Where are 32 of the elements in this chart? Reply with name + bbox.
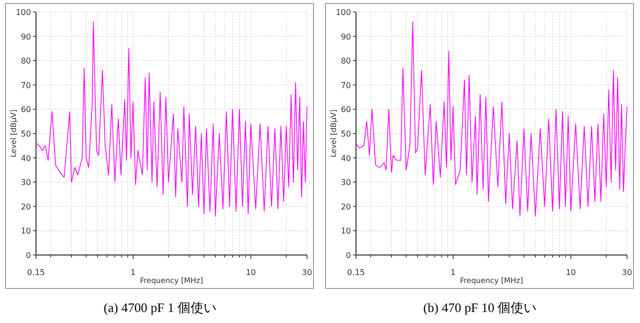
y-tick-label: 50	[20, 130, 31, 138]
y-tick-label: 50	[340, 130, 351, 138]
x-tick-label: 0.15	[347, 268, 365, 277]
y-tick-label: 0	[26, 251, 31, 260]
y-tick-label: 70	[20, 80, 31, 90]
x-tick-label: 30	[622, 268, 632, 277]
y-tick-label: 10	[340, 226, 351, 236]
x-tick-label: 1	[130, 268, 136, 277]
y-tick-label: 40	[340, 154, 351, 163]
x-tick-label: 30	[302, 268, 312, 277]
y-tick-label: 70	[340, 80, 351, 90]
y-tick-label: 10	[20, 226, 31, 236]
text: (a) 4700 pF 1 個使い	[104, 300, 216, 315]
x-tick-label: 10	[246, 268, 256, 277]
y-tick-label: 90	[340, 32, 351, 42]
y-tick-label: 40	[20, 154, 31, 163]
y-tick-label: 80	[20, 56, 31, 66]
x-tick-label: 0.15	[27, 268, 45, 277]
y-tick-label: 60	[20, 105, 31, 114]
y-tick-label: 100	[336, 8, 351, 17]
y-tick-label: 20	[340, 202, 351, 212]
x-tick-label: 1	[450, 268, 456, 277]
y-tick-label: 0	[346, 251, 351, 260]
y-tick-label: 100	[16, 8, 31, 17]
x-tick-label: 10	[566, 268, 576, 277]
y-tick-label: 80	[340, 56, 351, 66]
y-tick-label: 30	[20, 178, 31, 188]
y-tick-label: 90	[20, 32, 31, 42]
y-tick-label: 60	[340, 105, 351, 114]
y-tick-label: 30	[340, 178, 351, 188]
text: (b) 470 pF 10 個使い	[423, 300, 537, 315]
y-tick-label: 20	[20, 202, 31, 212]
